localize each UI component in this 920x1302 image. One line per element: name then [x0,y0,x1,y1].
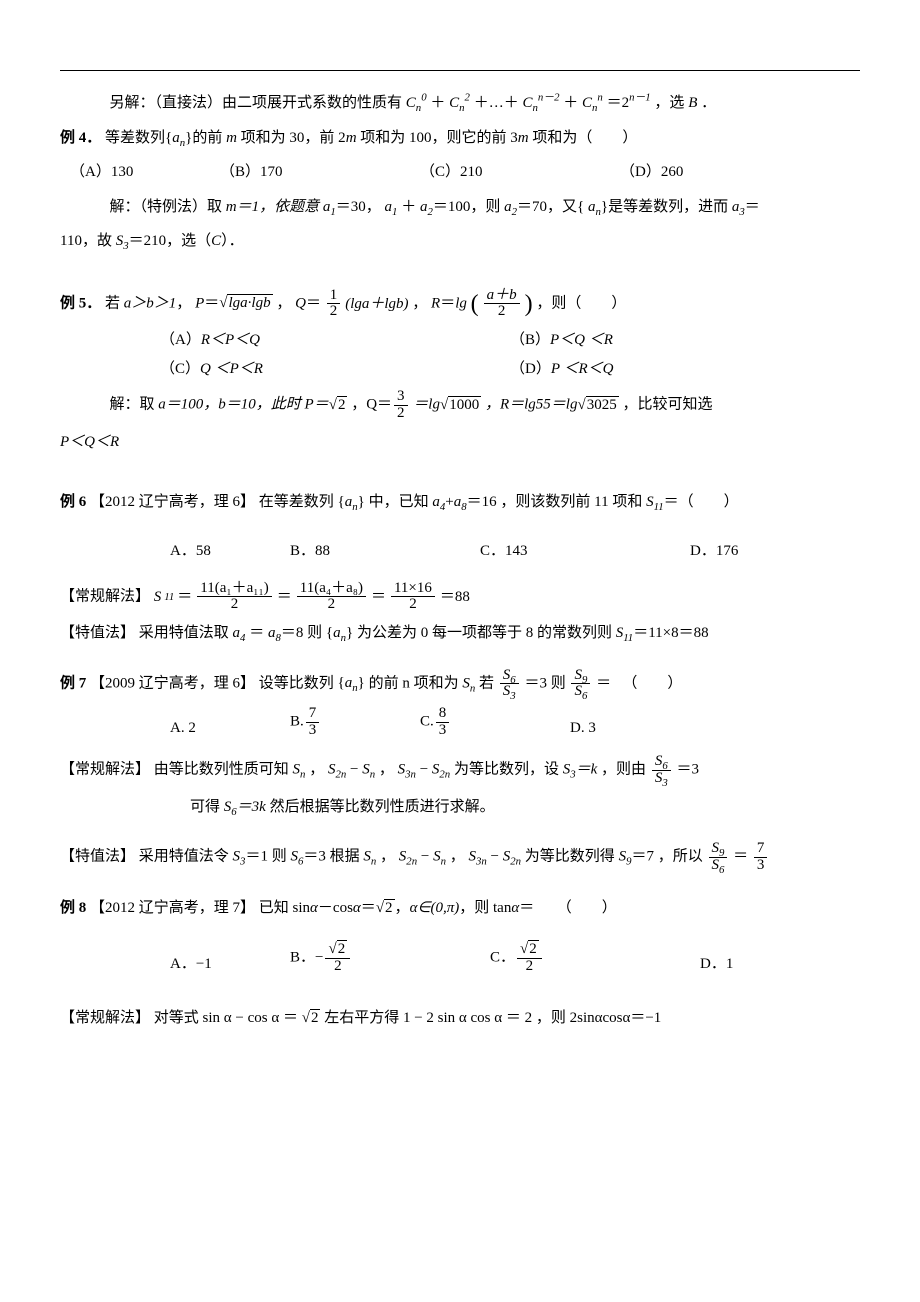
ex5-stem: 例 5． 若 a＞b＞1， P＝lga·lgb ， Q＝ 12(lga＋lgb)… [60,288,860,321]
ex6-sp-label: 【特值法】 [60,625,135,641]
ex7-stem: 例 7 【2009 辽宁高考，理 6】 设等比数列 {an} 的前 n 项和为 … [60,668,860,701]
ex8-opt-c: C．22 [490,942,544,975]
ex8-opt-a: A．−1 [170,950,212,979]
ex7-sp-label: 【特值法】 [60,849,135,865]
solution-alt-prefix: 另解：（直接法）由二项展开式系数的性质有 [110,95,406,111]
ex4-stem: 例 4． 等差数列{an}的前 m 项和为 30，前 2m 项和为 100，则它… [60,124,860,153]
ex8-label: 例 8 [60,900,86,916]
ex8-tag: 【2012 辽宁高考，理 7】 [90,900,255,916]
solution-alt-answer: B [688,95,697,111]
ex6-solution-std: 【常规解法】 S11 ＝ 11(a₁＋a₁₁)2 ＝ 11(a₄＋a₈)2 ＝ … [60,581,860,614]
ex8-options: A．−1 B．−22 C．22 D．1 [60,942,860,984]
ex6-opt-d: D．176 [690,537,738,566]
solution-alt: 另解：（直接法）由二项展开式系数的性质有 Cn0 ＋ Cn2 ＋…＋ Cnn－2… [60,89,860,118]
ex6-solution-sp: 【特值法】 采用特值法取 a4 ＝ a8＝8 则 {an} 为公差为 0 每一项… [60,619,860,648]
ex7-solution-std-l1: 【常规解法】 由等比数列性质可知 Sn ， S2n − Sn ， S3n − S… [60,754,860,787]
ex8-stem: 例 8 【2012 辽宁高考，理 7】 已知 sinα－cosα＝2，α∈(0,… [60,894,860,923]
ex4-opt-a: （A）130 [70,158,220,187]
ex6-opt-a: A．58 [170,537,211,566]
ex5-label: 例 5． [60,295,101,311]
ex7-solution-std-l2: 可得 S6＝3k 然后根据等比数列性质进行求解。 [60,793,860,822]
ex4-options: （A）130 （B）170 （C）210 （D）260 [60,158,860,187]
ex7-opt-c: C.83 [420,706,451,739]
ex6-stem: 例 6 【2012 辽宁高考，理 6】 在等差数列 {an} 中，已知 a4+a… [60,488,860,517]
ex6-tag: 【2012 辽宁高考，理 6】 [90,494,255,510]
ex6-std-label: 【常规解法】 [60,588,150,604]
ex7-solution-sp: 【特值法】 采用特值法令 S3＝1 则 S6＝3 根据 Sn ， S2n − S… [60,841,860,874]
top-rule [60,70,860,71]
ex8-std-label: 【常规解法】 [60,1010,150,1026]
ex8-opt-d: D．1 [700,950,733,979]
ex7-std-label: 【常规解法】 [60,762,150,778]
ex8-solution-std: 【常规解法】 对等式 sin α − cos α ＝ 2 左右平方得 1 − 2… [60,1004,860,1033]
ex7-opt-b: B.73 [290,706,321,739]
ex8-opt-b: B．−22 [290,942,352,975]
ex4-opt-d: （D）260 [620,158,683,187]
ex6-options: A．58 B．88 C．143 D．176 [60,537,860,561]
ex5-options: （A）R＜P＜Q （B）P＜Q ＜R （C）Q ＜P＜R （D）P ＜R＜Q [60,326,860,383]
ex4-opt-c: （C）210 [420,158,620,187]
ex5-solution-l2: P＜Q＜R [60,428,860,457]
ex5-opt-c: （C）Q ＜P＜R [160,355,510,384]
ex5-opt-b: （B）P＜Q ＜R [510,326,860,355]
ex6-label: 例 6 [60,494,86,510]
ex5-opt-a: （A）R＜P＜Q [160,326,510,355]
ex7-options: A. 2 B.73 C.83 D. 3 [60,706,860,748]
sqrt-icon: lga·lgb [219,289,272,318]
ex4-label: 例 4． [60,130,101,146]
binom-sum-formula: Cn0 ＋ Cn2 ＋…＋ Cnn－2 ＋ Cnn ＝2n－1 [406,95,655,111]
ex4-solution-l2: 110，故 S3＝210，选（C）． [60,227,860,256]
ex6-opt-b: B．88 [290,537,330,566]
ex4-solution-l1: 解：（特例法）取 m＝1，依题意 a1＝30， a1 ＋ a2＝100，则 a2… [60,193,860,222]
ex5-solution-l1: 解：取 a＝100，b＝10，此时 P＝2 ，Q＝32 ＝lg1000 ，R＝l… [60,389,860,422]
solution-alt-period: ． [701,95,716,111]
ex7-opt-a: A. 2 [170,714,196,743]
ex5-opt-d: （D）P ＜R＜Q [510,355,860,384]
ex7-tag: 【2009 辽宁高考，理 6】 [90,675,255,691]
ex7-label: 例 7 [60,675,86,691]
ex7-opt-d: D. 3 [570,714,596,743]
ex6-opt-c: C．143 [480,537,528,566]
page-root: 另解：（直接法）由二项展开式系数的性质有 Cn0 ＋ Cn2 ＋…＋ Cnn－2… [0,0,920,1302]
ex4-opt-b: （B）170 [220,158,420,187]
solution-alt-suffix: ，选 [654,95,688,111]
